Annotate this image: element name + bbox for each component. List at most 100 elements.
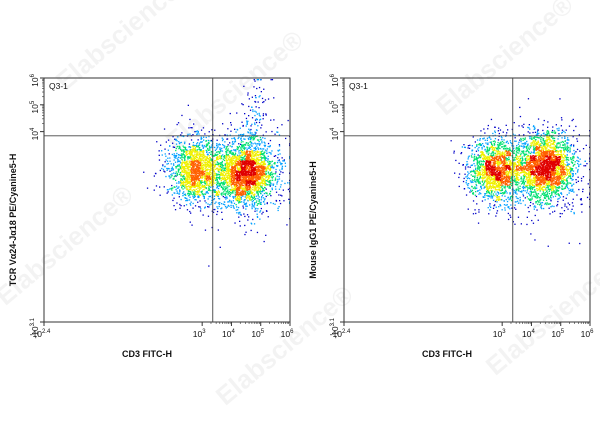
data-point xyxy=(254,131,256,133)
data-point xyxy=(222,182,225,184)
data-point xyxy=(242,125,244,127)
x-tick-label: 104 xyxy=(222,329,235,339)
data-point xyxy=(487,198,489,200)
data-point xyxy=(206,180,208,182)
data-point xyxy=(268,160,270,163)
data-point xyxy=(506,159,508,161)
data-point xyxy=(221,139,224,142)
data-point xyxy=(506,149,508,151)
data-point xyxy=(243,161,245,163)
data-point xyxy=(248,181,250,183)
data-point xyxy=(188,160,190,162)
data-point xyxy=(187,186,189,188)
data-point xyxy=(227,192,229,194)
data-point xyxy=(246,214,249,216)
data-point xyxy=(202,181,204,183)
data-point xyxy=(235,184,237,186)
data-point xyxy=(254,122,256,124)
data-point xyxy=(240,171,242,173)
data-point xyxy=(184,161,187,163)
data-point xyxy=(175,155,177,157)
data-point xyxy=(180,175,182,177)
data-point xyxy=(201,180,203,182)
data-point xyxy=(277,207,279,209)
data-point xyxy=(481,170,483,172)
data-point xyxy=(258,196,260,198)
data-point xyxy=(163,128,166,130)
data-point xyxy=(216,192,219,194)
data-point xyxy=(211,165,213,167)
data-point xyxy=(196,171,198,173)
data-point xyxy=(496,196,499,198)
data-point xyxy=(185,165,187,167)
data-point xyxy=(234,153,237,155)
data-point xyxy=(236,181,238,183)
data-point xyxy=(181,154,183,157)
data-point xyxy=(490,141,492,143)
data-point xyxy=(170,168,173,170)
data-point xyxy=(183,191,185,193)
data-point xyxy=(277,209,279,212)
data-point xyxy=(492,168,494,170)
data-point xyxy=(282,189,284,191)
data-point xyxy=(199,194,202,196)
data-point xyxy=(240,169,243,171)
data-point xyxy=(278,206,280,208)
data-point xyxy=(225,207,227,209)
data-point xyxy=(191,224,193,226)
data-point xyxy=(487,124,489,127)
data-point xyxy=(249,162,251,164)
data-point xyxy=(264,203,266,205)
data-point xyxy=(468,155,470,157)
data-point xyxy=(197,187,199,190)
data-point xyxy=(262,166,265,169)
data-point xyxy=(190,163,192,165)
data-point xyxy=(211,167,213,169)
data-point xyxy=(259,167,262,169)
data-point xyxy=(231,186,233,188)
data-point xyxy=(209,177,211,179)
data-point xyxy=(258,178,260,181)
data-point xyxy=(237,198,239,200)
data-point xyxy=(246,192,248,194)
data-point xyxy=(237,206,240,209)
data-point xyxy=(232,162,234,164)
data-point xyxy=(263,240,265,243)
data-point xyxy=(230,164,232,166)
data-point xyxy=(265,195,267,198)
data-point xyxy=(238,160,240,162)
data-point xyxy=(178,196,180,198)
data-point xyxy=(227,163,229,166)
data-point xyxy=(180,164,183,166)
data-point xyxy=(252,186,254,189)
data-point xyxy=(177,173,179,176)
data-point xyxy=(222,189,224,191)
data-point xyxy=(174,209,177,211)
data-point xyxy=(497,199,500,201)
data-point xyxy=(234,168,236,170)
data-point xyxy=(497,163,499,165)
data-point xyxy=(267,145,269,148)
data-point xyxy=(490,194,492,196)
data-point xyxy=(255,186,257,188)
data-point xyxy=(190,212,192,214)
data-point xyxy=(169,157,171,159)
data-point xyxy=(171,168,173,170)
data-point xyxy=(253,204,256,206)
data-point xyxy=(203,139,205,141)
data-point xyxy=(252,175,254,177)
data-point xyxy=(172,187,174,189)
data-point xyxy=(220,186,223,188)
data-point xyxy=(239,225,241,227)
data-point xyxy=(216,158,218,160)
data-point xyxy=(228,164,230,166)
data-point xyxy=(263,170,266,172)
data-point xyxy=(218,163,220,165)
data-point xyxy=(231,161,233,163)
data-point xyxy=(495,206,497,208)
data-point xyxy=(248,176,250,178)
data-point xyxy=(196,190,198,193)
data-point xyxy=(218,150,220,153)
data-point xyxy=(241,181,243,183)
data-point xyxy=(256,139,259,141)
